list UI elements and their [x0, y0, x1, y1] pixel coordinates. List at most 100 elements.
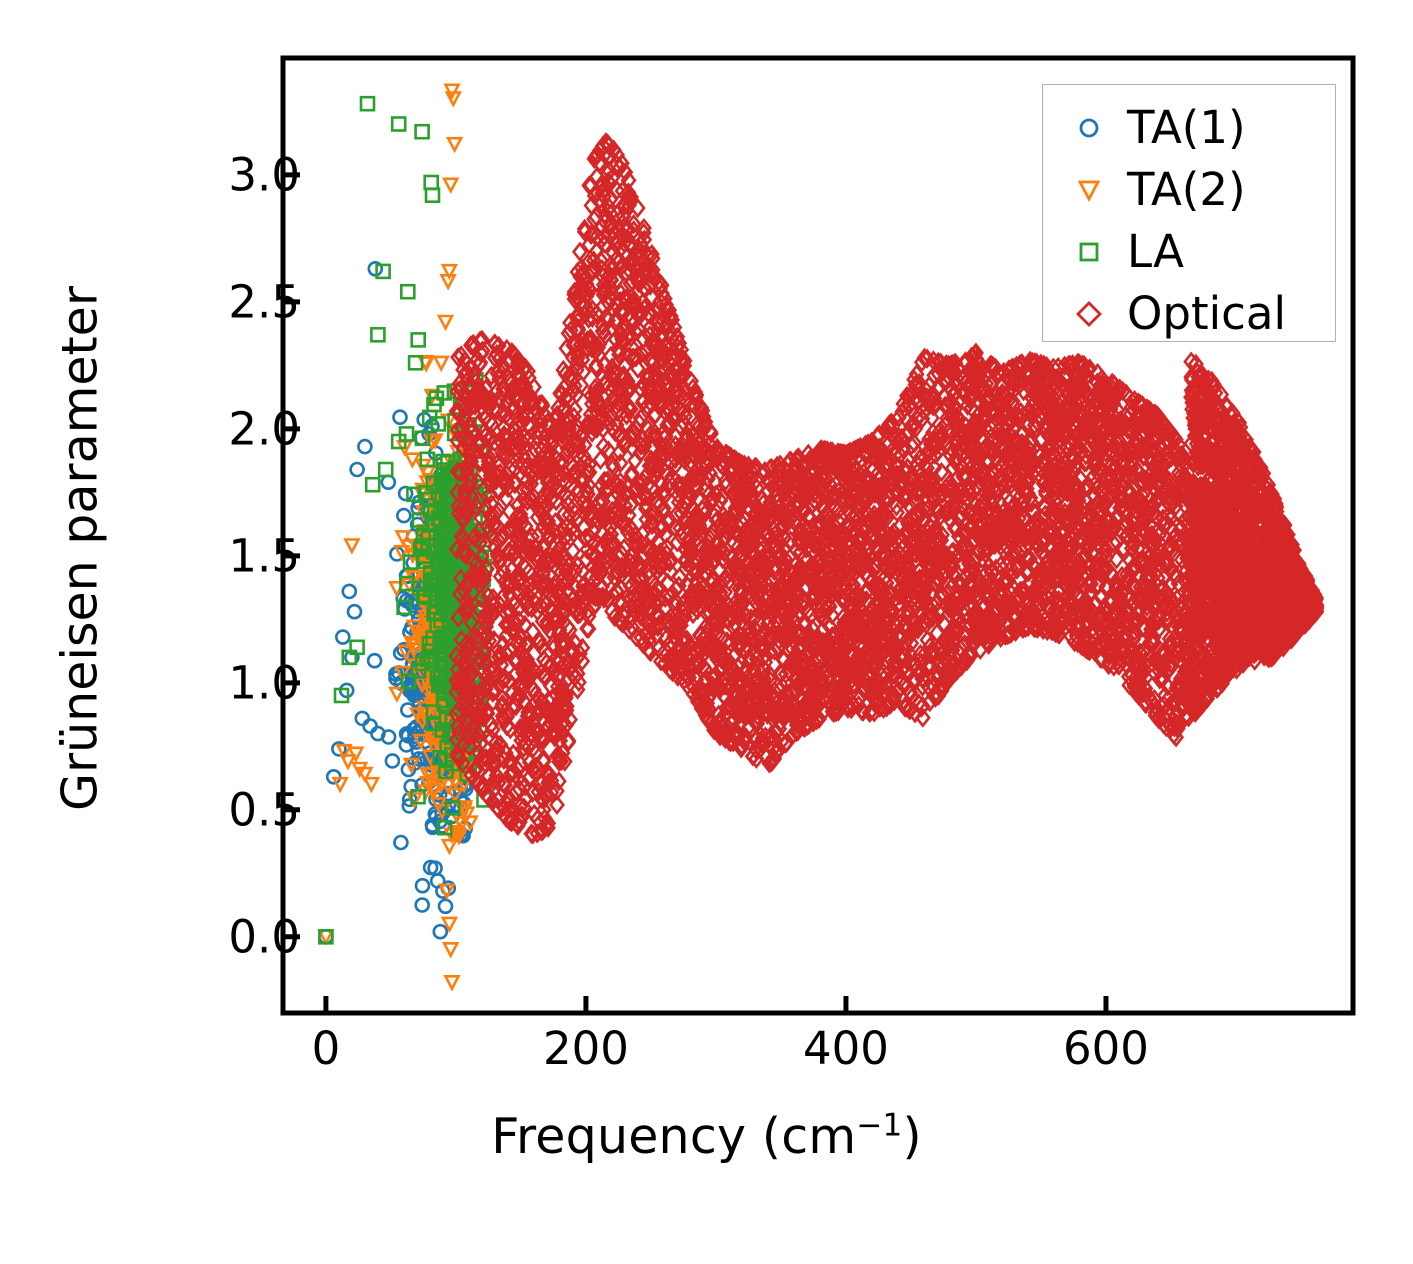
data-point [334, 629, 351, 645]
data-point [318, 928, 334, 945]
data-point [429, 571, 446, 588]
data-point [399, 283, 416, 300]
data-point [325, 768, 342, 785]
data-point [362, 718, 378, 734]
data-point [410, 788, 426, 805]
data-point [393, 544, 411, 562]
data-point [404, 597, 421, 614]
data-point [434, 657, 451, 673]
data-point [426, 605, 442, 622]
data-point [455, 803, 473, 820]
data-point [402, 757, 421, 775]
data-point [434, 647, 450, 664]
data-point [444, 91, 462, 108]
data-point [347, 746, 365, 763]
data-point [430, 416, 447, 432]
data-point [357, 438, 373, 455]
data-point [434, 722, 451, 738]
data-point [335, 743, 353, 761]
data-point [440, 263, 459, 281]
data-point [437, 752, 454, 769]
data-point [377, 461, 394, 478]
data-point [604, 167, 621, 188]
data-point [400, 673, 417, 690]
data-point [441, 496, 458, 513]
data-point [427, 860, 443, 877]
data-point [442, 941, 460, 959]
data-point [421, 636, 438, 652]
data-point [442, 177, 460, 195]
data-point [406, 486, 422, 503]
data-point [397, 485, 414, 502]
data-point [619, 370, 636, 392]
data-point [395, 507, 412, 524]
data-point [461, 815, 479, 832]
data-point [380, 474, 397, 491]
data-point [393, 665, 412, 683]
data-point [414, 877, 431, 894]
data-point [331, 741, 347, 757]
data-point [414, 123, 430, 140]
data-point [432, 923, 449, 940]
data-point [341, 583, 358, 600]
data-point [421, 491, 437, 508]
data-point [486, 770, 503, 792]
data-point [390, 433, 407, 450]
data-point [414, 430, 431, 447]
data-point [384, 753, 401, 769]
data-point [446, 787, 464, 805]
data-point [440, 532, 457, 549]
data-point [412, 733, 430, 751]
data-point [393, 834, 409, 851]
data-point [370, 725, 386, 742]
data-point [398, 737, 415, 753]
data-point [390, 116, 407, 132]
data-point [367, 260, 384, 277]
data-point [362, 776, 381, 794]
data-point [349, 461, 365, 478]
data-point [607, 329, 624, 350]
data-point [343, 538, 361, 555]
data-point [411, 512, 428, 528]
data-point [375, 263, 391, 280]
data-point [890, 407, 907, 429]
data-point [444, 464, 461, 481]
data-points-layer [317, 83, 1325, 992]
data-point [392, 409, 408, 426]
data-point [440, 559, 456, 576]
data-point [1155, 668, 1171, 689]
data-point [443, 974, 461, 992]
data-point [421, 766, 440, 784]
data-point [436, 639, 453, 656]
data-point [349, 639, 365, 656]
data-point [399, 575, 415, 592]
data-point [440, 785, 456, 802]
data-point [424, 783, 442, 800]
data-point [403, 452, 422, 469]
data-point [440, 838, 459, 856]
data-point [423, 174, 440, 191]
data-point [407, 354, 424, 371]
data-point [410, 332, 427, 348]
data-point [397, 644, 415, 662]
data-point [412, 541, 429, 557]
data-point [428, 390, 445, 407]
data-point [445, 136, 464, 154]
data-point [354, 710, 371, 727]
data-point [657, 435, 674, 457]
data-point [346, 603, 363, 620]
data-point [422, 502, 439, 519]
data-point [388, 686, 406, 703]
data-point [437, 898, 454, 915]
data-point [415, 589, 432, 605]
data-point [1024, 554, 1041, 575]
data-point [394, 530, 412, 547]
data-point [576, 218, 593, 240]
data-point [407, 755, 423, 771]
data-point [414, 897, 431, 913]
data-point [364, 476, 381, 493]
data-point [435, 453, 451, 470]
data-point [341, 649, 358, 666]
